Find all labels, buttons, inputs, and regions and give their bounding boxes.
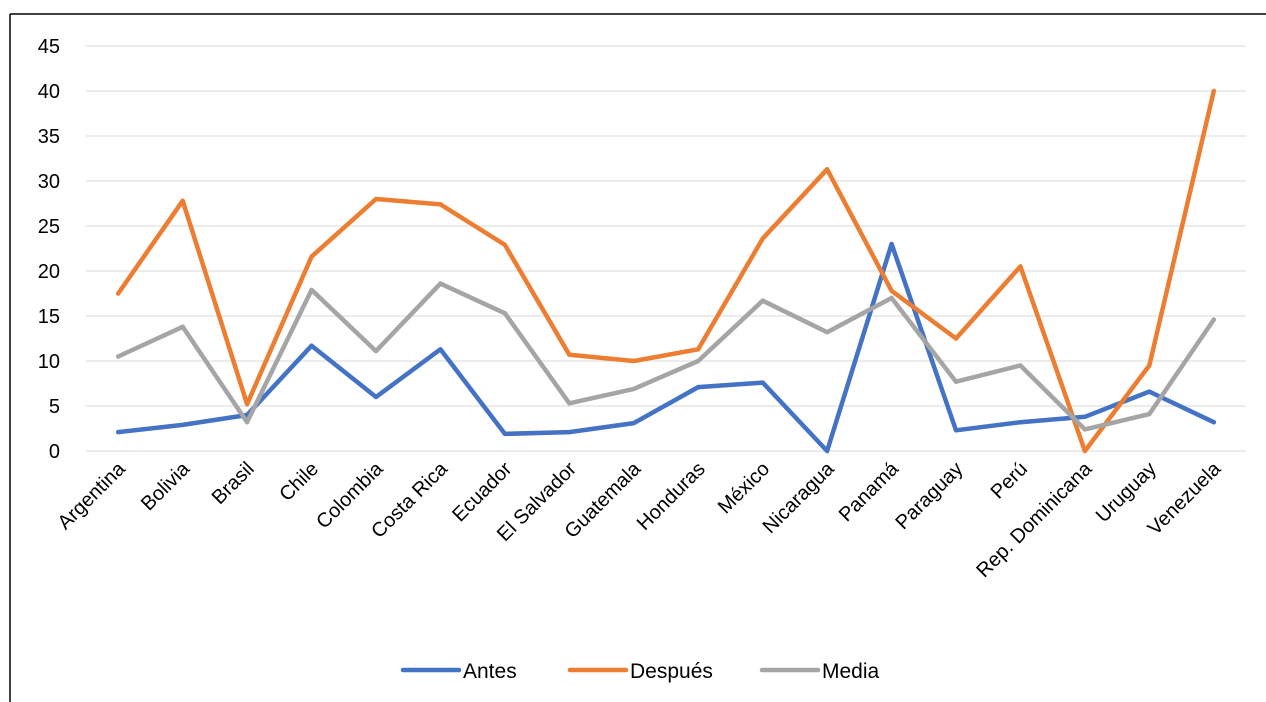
- x-tick-label: México: [714, 458, 774, 518]
- data-point: [824, 448, 830, 454]
- data-point: [502, 242, 508, 248]
- data-point: [116, 429, 121, 435]
- y-tick-label: 20: [38, 261, 60, 283]
- data-point: [502, 311, 508, 316]
- data-point: [1082, 448, 1088, 454]
- data-point: [889, 241, 894, 247]
- data-point: [244, 420, 250, 425]
- data-point: [760, 298, 765, 303]
- data-point: [824, 330, 830, 335]
- x-tick-label: Chile: [275, 458, 323, 506]
- data-point: [889, 288, 894, 293]
- data-point: [373, 196, 379, 202]
- data-point: [1147, 389, 1152, 394]
- x-tick-label: Bolivia: [137, 457, 195, 515]
- legend-label: Media: [822, 660, 880, 683]
- data-point: [309, 254, 314, 259]
- y-tick-label: 30: [38, 171, 60, 193]
- x-tick-label: Argentina: [54, 457, 131, 534]
- y-tick-label: 10: [38, 351, 60, 373]
- x-tick-label: Rep. Dominicana: [972, 457, 1097, 582]
- data-point: [116, 291, 121, 296]
- data-point: [953, 379, 959, 384]
- data-point: [373, 348, 379, 354]
- data-point: [1082, 414, 1088, 419]
- y-tick-label: 15: [38, 306, 60, 328]
- x-tick-label: Perú: [987, 458, 1032, 503]
- data-point: [1082, 427, 1088, 432]
- data-point: [502, 431, 508, 437]
- data-point: [438, 281, 443, 286]
- data-point: [760, 236, 765, 241]
- x-tick-label: Brasil: [208, 458, 259, 509]
- data-point: [373, 394, 379, 400]
- data-point: [438, 202, 443, 207]
- data-point: [567, 401, 572, 406]
- data-point: [567, 352, 572, 357]
- data-point: [1018, 363, 1023, 368]
- data-point: [696, 384, 701, 390]
- data-point: [1211, 88, 1216, 94]
- y-tick-label: 35: [38, 126, 60, 148]
- y-tick-label: 5: [49, 396, 60, 418]
- series-line-despu-s: [115, 88, 1217, 454]
- data-point: [1147, 411, 1152, 417]
- x-tick-label: Nicaragua: [759, 457, 840, 538]
- data-point: [1147, 363, 1152, 368]
- legend-label: Después: [630, 660, 713, 683]
- series-line-antes: [115, 241, 1217, 454]
- data-point: [1018, 264, 1023, 269]
- data-point: [309, 287, 314, 293]
- data-point: [631, 420, 636, 426]
- data-point: [309, 343, 314, 348]
- data-point: [180, 324, 185, 329]
- data-point: [631, 386, 636, 392]
- data-point: [180, 198, 185, 203]
- data-point: [631, 358, 636, 364]
- data-point: [760, 380, 765, 385]
- data-point: [1018, 420, 1023, 425]
- data-point: [116, 354, 121, 359]
- data-point: [180, 422, 185, 428]
- data-point: [1211, 420, 1216, 425]
- data-point: [889, 295, 894, 301]
- y-tick-label: 40: [38, 81, 60, 103]
- x-tick-label: Honduras: [633, 458, 710, 535]
- y-tick-label: 25: [38, 216, 60, 238]
- data-point: [696, 358, 701, 364]
- data-point: [1211, 317, 1216, 322]
- y-tick-label: 0: [49, 441, 60, 463]
- data-point: [567, 429, 572, 435]
- data-point: [438, 347, 443, 352]
- data-point: [824, 167, 830, 172]
- data-point: [953, 336, 959, 341]
- data-point: [953, 428, 959, 433]
- legend-label: Antes: [463, 660, 517, 683]
- x-tick-label: Paraguay: [891, 458, 967, 534]
- data-point: [244, 402, 250, 407]
- series-line-media: [115, 281, 1217, 432]
- y-tick-label: 45: [38, 36, 60, 58]
- data-point: [696, 347, 701, 352]
